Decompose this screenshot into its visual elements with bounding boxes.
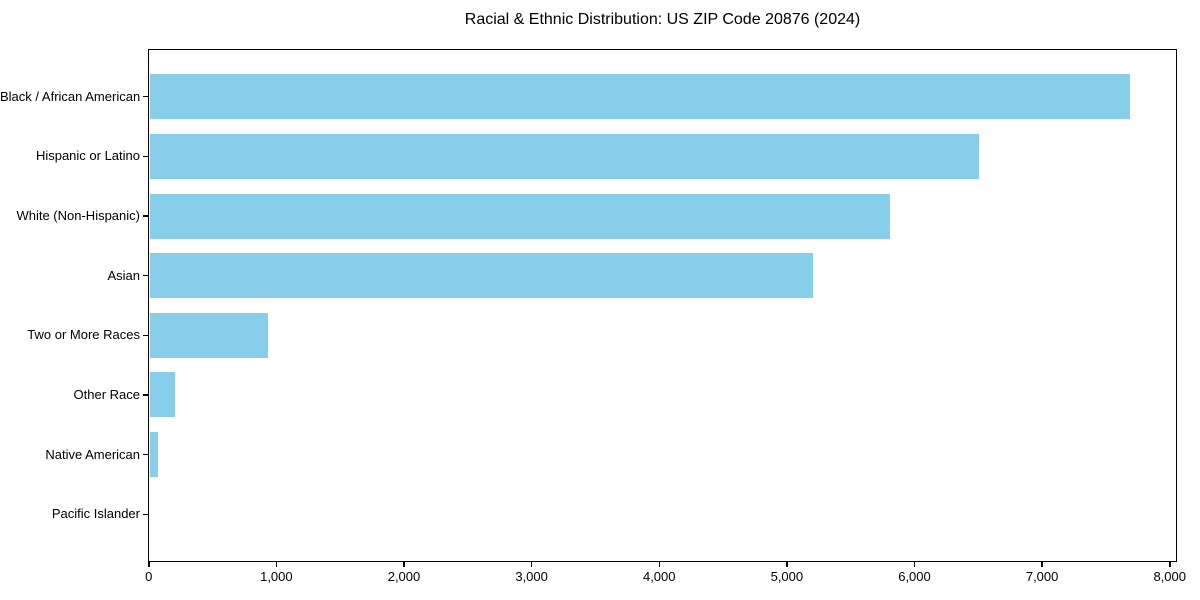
x-tick-mark (913, 562, 916, 567)
x-tick-mark (403, 562, 405, 567)
y-tick-mark (143, 513, 148, 516)
x-tick-label-1000: 1,000 (260, 569, 293, 584)
x-tick-label-6000: 6,000 (898, 569, 931, 584)
x-tick-mark (275, 562, 278, 567)
y-tick-label-black-african-american: Black / African American (0, 88, 141, 104)
x-tick-mark (658, 562, 660, 567)
y-tick-mark (143, 95, 148, 98)
y-tick-mark (143, 155, 148, 158)
x-tick-mark (530, 562, 533, 567)
x-tick-mark (786, 562, 788, 567)
y-tick-label-asian: Asian (107, 267, 140, 283)
y-tick-mark (143, 453, 148, 456)
x-tick-label-5000: 5,000 (770, 569, 804, 584)
plot-area (148, 49, 1177, 562)
bar-asian (149, 253, 814, 299)
bar-two-or-more-races (149, 312, 269, 358)
bar-hispanic-or-latino (149, 133, 980, 179)
y-tick-mark (143, 274, 148, 277)
bar-native-american (149, 432, 158, 478)
x-tick-label-4000: 4,000 (642, 569, 676, 584)
x-tick-label-8000: 8,000 (1153, 569, 1187, 584)
y-tick-label-pacific-islander: Pacific Islander (51, 506, 140, 522)
x-tick-mark (148, 562, 150, 567)
x-tick-mark (1169, 562, 1171, 567)
y-tick-label-two-or-more-races: Two or More Races (27, 327, 140, 343)
y-tick-label-hispanic-or-latino: Hispanic or Latino (35, 148, 140, 164)
x-tick-label-3000: 3,000 (515, 569, 548, 584)
bar-other-race (149, 372, 176, 418)
y-tick-mark (143, 334, 148, 337)
y-tick-label-native-american: Native American (45, 446, 140, 462)
bar-white-non-hispanic (149, 193, 890, 239)
x-tick-label-0: 0 (145, 569, 153, 584)
x-tick-label-7000: 7,000 (1025, 569, 1059, 584)
bar-black-african-american (149, 74, 1130, 120)
y-tick-label-other-race: Other Race (73, 386, 140, 402)
x-tick-label-2000: 2,000 (387, 569, 421, 584)
y-tick-mark (143, 215, 148, 217)
y-tick-mark (143, 394, 148, 396)
chart-title: Racial & Ethnic Distribution: US ZIP Cod… (464, 11, 861, 28)
y-tick-label-white-non-hispanic: White (Non-Hispanic) (16, 208, 140, 224)
x-tick-mark (1041, 562, 1043, 567)
